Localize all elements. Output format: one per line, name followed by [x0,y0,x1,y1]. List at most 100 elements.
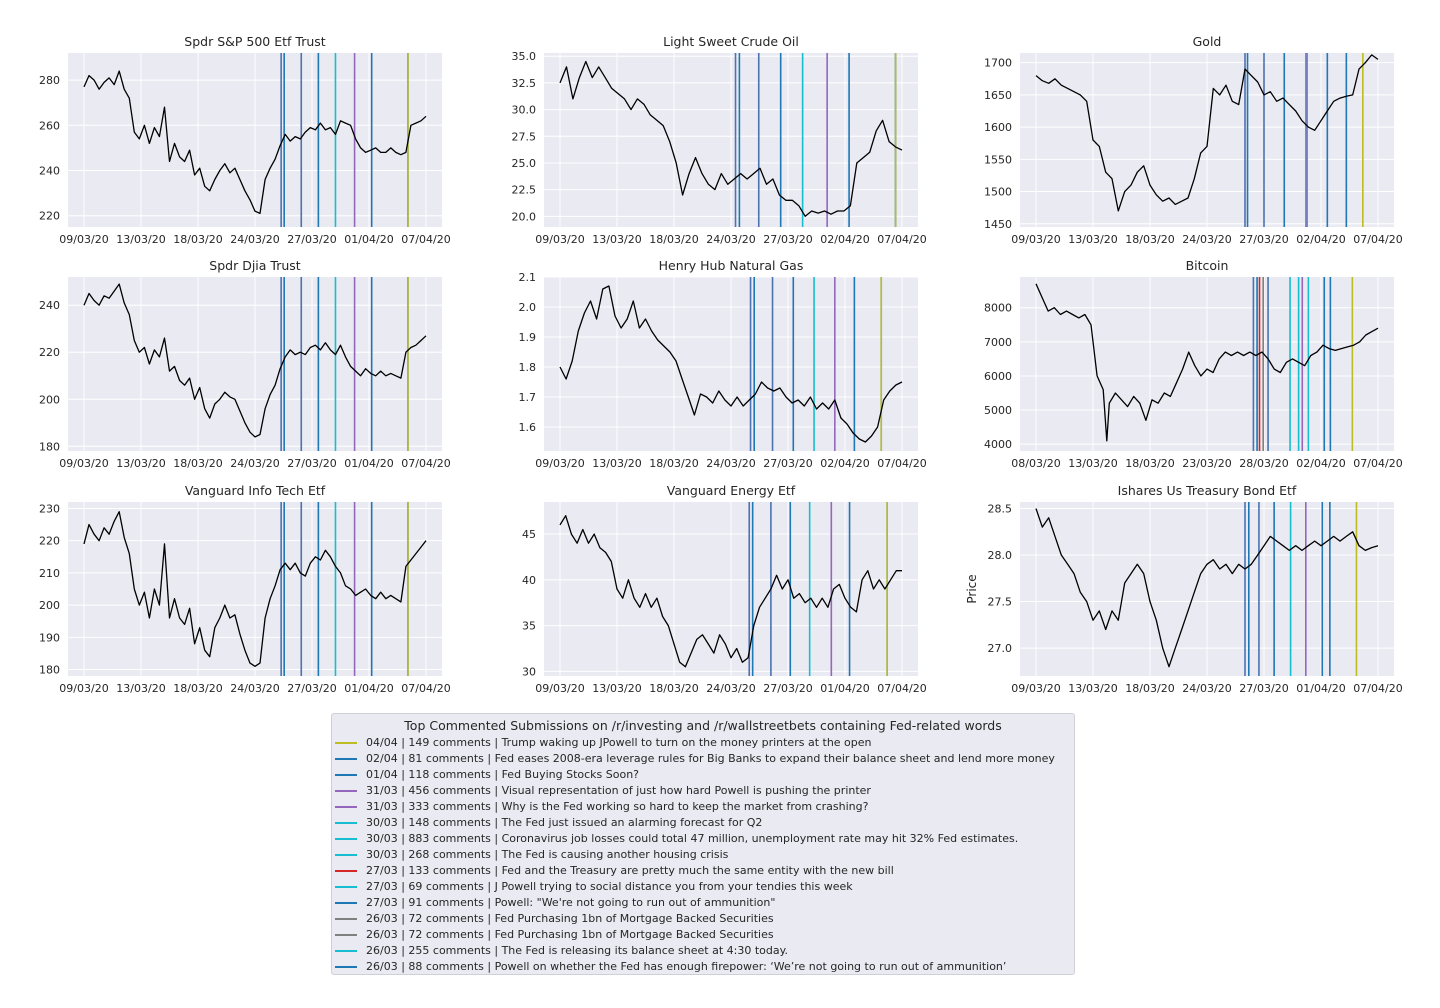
y-tick-label: 30.0 [512,104,537,117]
x-tick-label: 13/03/20 [116,233,165,246]
x-tick-label: 27/03/20 [287,233,336,246]
x-tick-label: 18/03/20 [649,682,698,695]
legend-item: 30/03 | 883 comments | Coronavirus job l… [332,831,1074,847]
chart-panel: 220 240 260 280 09/03/20 13/03/20 18/03/20 24/0… [39,34,451,246]
chart-panel: 1450 1500 1550 1600 1650 1700 09/03/20 13/03/20… [984,34,1403,246]
y-tick-label: 35 [522,620,536,633]
y-tick-label: 1700 [984,57,1012,70]
price-line [83,511,427,667]
legend-swatch [335,886,357,888]
price-line [1035,54,1379,212]
y-tick-label: 220 [39,535,60,548]
y-tick-label: 20.0 [512,210,537,223]
y-tick-label: 30 [522,665,536,678]
chart-title: Spdr Djia Trust [209,258,300,273]
price-line [83,283,427,438]
legend-swatch [335,870,357,872]
legend-label: 30/03 | 883 comments | Coronavirus job l… [366,832,1019,845]
x-tick-label: 02/04/20 [1296,233,1345,246]
chart-title: Gold [1193,34,1222,49]
legend-swatch [335,934,357,936]
y-tick-label: 35.0 [512,50,537,63]
x-tick-label: 09/03/20 [535,457,584,470]
y-tick-label: 190 [39,631,60,644]
legend-label: 27/03 | 133 comments | Fed and the Treas… [366,864,894,877]
legend: Top Commented Submissions on /r/investin… [331,713,1075,975]
y-tick-label: 27.5 [512,130,537,143]
x-tick-label: 27/03/20 [1239,682,1288,695]
legend-item: 01/04 | 118 comments | Fed Buying Stocks… [332,767,1074,783]
x-tick-label: 07/04/20 [1353,233,1402,246]
chart-grid: 220 240 260 280 09/03/20 13/03/20 18/03/20 24/0… [39,34,1403,695]
x-tick-label: 02/04/20 [820,457,869,470]
legend-item: 04/04 | 149 comments | Trump waking up J… [332,735,1074,751]
legend-label: 26/03 | 255 comments | The Fed is releas… [366,944,789,957]
x-tick-label: 09/03/20 [59,457,108,470]
y-tick-label: 1650 [984,89,1012,102]
y-tick-label: 240 [39,165,60,178]
y-tick-label: 1600 [984,121,1012,134]
x-tick-label: 13/03/20 [592,682,641,695]
x-tick-label: 18/03/20 [1125,682,1174,695]
legend-swatch [335,822,357,824]
legend-label: 26/03 | 72 comments | Fed Purchasing 1bn… [366,912,774,925]
legend-label: 27/03 | 69 comments | J Powell trying to… [366,880,853,893]
chart-title: Henry Hub Natural Gas [659,258,804,273]
x-tick-label: 09/03/20 [535,233,584,246]
y-tick-label: 180 [39,440,60,453]
chart-panel: 4000 5000 6000 7000 8000 08/03/20 13/03/20 18/0… [984,258,1403,470]
x-tick-label: 01/04/20 [344,682,393,695]
y-tick-label: 2.1 [519,271,537,284]
chart-title: Vanguard Info Tech Etf [185,483,326,498]
legend-items: 04/04 | 149 comments | Trump waking up J… [332,735,1074,975]
legend-swatch [335,854,357,856]
y-tick-label: 28.5 [988,503,1013,516]
legend-label: 01/04 | 118 comments | Fed Buying Stocks… [366,768,640,781]
chart-panel: 20.0 22.5 25.0 27.5 30.0 32.5 35.0 09/03/20 13/0… [512,34,927,246]
x-tick-label: 27/03/20 [287,682,336,695]
chart-title: Bitcoin [1186,258,1229,273]
y-tick-label: 27.0 [988,642,1013,655]
legend-swatch [335,758,357,760]
legend-label: 02/04 | 81 comments | Fed eases 2008-era… [366,752,1055,765]
x-tick-label: 28/03/20 [1239,457,1288,470]
legend-item: 26/03 | 255 comments | The Fed is releas… [332,943,1074,959]
legend-item: 31/03 | 333 comments | Why is the Fed wo… [332,799,1074,815]
y-tick-label: 220 [39,346,60,359]
x-tick-label: 27/03/20 [763,233,812,246]
x-tick-label: 27/03/20 [1239,233,1288,246]
x-tick-label: 13/03/20 [116,457,165,470]
x-tick-label: 18/03/20 [649,233,698,246]
legend-label: 27/03 | 91 comments | Powell: "We're not… [366,896,776,909]
x-tick-label: 23/03/20 [1182,457,1231,470]
y-tick-label: 1.6 [519,421,537,434]
y-tick-label: 22.5 [512,184,537,197]
y-tick-label: 1450 [984,218,1012,231]
legend-item: 26/03 | 72 comments | Fed Purchasing 1bn… [332,927,1074,943]
y-tick-label: 260 [39,119,60,132]
chart-panel: 180 200 220 240 09/03/20 13/03/20 18/03/20 24/0… [39,258,451,470]
legend-swatch [335,950,357,952]
y-tick-label: 1.8 [519,361,537,374]
x-tick-label: 27/03/20 [763,457,812,470]
x-tick-label: 24/03/20 [706,682,755,695]
x-tick-label: 13/03/20 [1068,233,1117,246]
price-line [1035,508,1379,668]
price-line [559,285,903,443]
y-tick-label: 230 [39,502,60,515]
y-tick-label: 1.7 [519,391,537,404]
price-line [559,515,902,668]
chart-title: Spdr S&P 500 Etf Trust [184,34,325,49]
y-tick-label: 240 [39,299,60,312]
chart-panel: 180 190 200 210 220 230 09/03/20 13/03/20 18/03/… [39,483,451,695]
x-tick-label: 09/03/20 [59,682,108,695]
legend-label: 30/03 | 148 comments | The Fed just issu… [366,816,763,829]
x-tick-label: 02/04/20 [820,233,869,246]
x-tick-label: 18/03/20 [1125,233,1174,246]
legend-swatch [335,790,357,792]
x-tick-label: 13/03/20 [1068,457,1117,470]
legend-item: 27/03 | 69 comments | J Powell trying to… [332,879,1074,895]
legend-item: 26/03 | 88 comments | Powell on whether … [332,959,1074,975]
y-tick-label: 280 [39,74,60,87]
x-tick-label: 27/03/20 [763,682,812,695]
